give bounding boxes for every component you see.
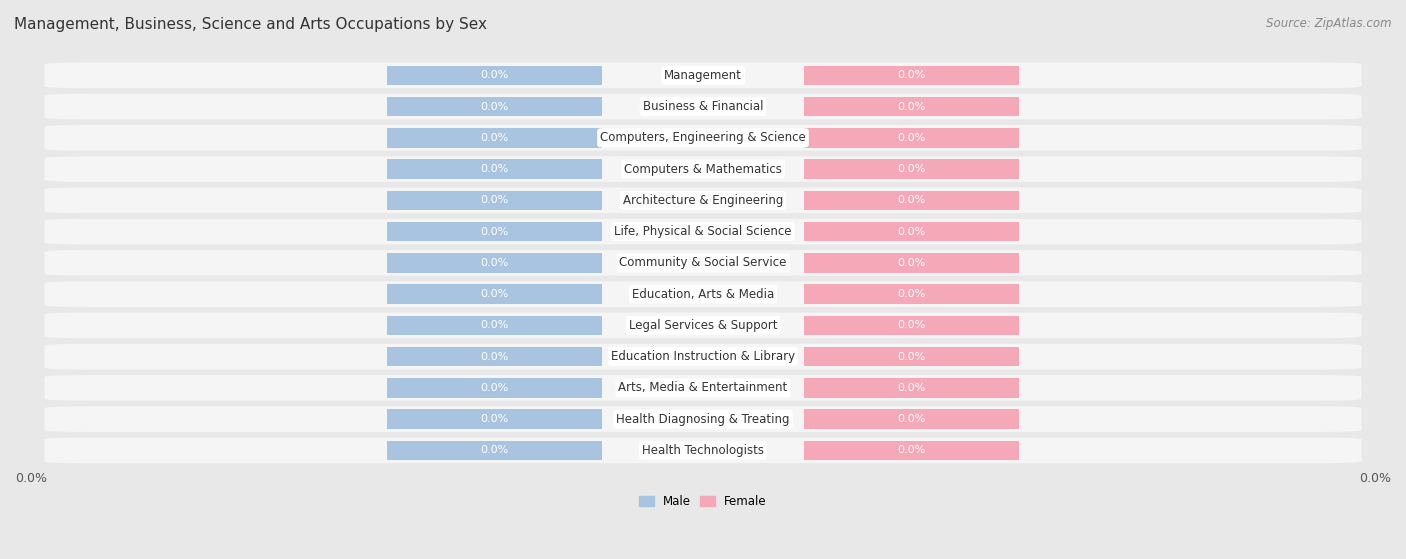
Bar (387, 253, 602, 273)
Text: 0.0%: 0.0% (897, 320, 925, 330)
FancyBboxPatch shape (45, 187, 1361, 213)
Bar (387, 128, 602, 148)
Text: Computers & Mathematics: Computers & Mathematics (624, 163, 782, 176)
Text: 0.0%: 0.0% (897, 133, 925, 143)
Text: 0.0%: 0.0% (481, 102, 509, 112)
Bar (804, 222, 1019, 241)
Bar (387, 191, 602, 210)
FancyBboxPatch shape (45, 375, 1361, 401)
Text: 0.0%: 0.0% (897, 258, 925, 268)
Bar (804, 285, 1019, 304)
Bar (387, 159, 602, 179)
Bar (804, 128, 1019, 148)
Text: 0.0%: 0.0% (481, 414, 509, 424)
Bar (804, 253, 1019, 273)
Legend: Male, Female: Male, Female (634, 490, 772, 513)
Text: 0.0%: 0.0% (481, 195, 509, 205)
Text: 0.0%: 0.0% (481, 164, 509, 174)
Text: 0.0%: 0.0% (481, 446, 509, 456)
Bar (804, 65, 1019, 85)
Text: Computers, Engineering & Science: Computers, Engineering & Science (600, 131, 806, 144)
Text: Community & Social Service: Community & Social Service (619, 257, 787, 269)
FancyBboxPatch shape (45, 125, 1361, 151)
Text: 0.0%: 0.0% (481, 133, 509, 143)
Bar (387, 316, 602, 335)
Text: 0.0%: 0.0% (481, 352, 509, 362)
Text: 0.0%: 0.0% (897, 164, 925, 174)
FancyBboxPatch shape (45, 157, 1361, 182)
Text: Health Technologists: Health Technologists (643, 444, 763, 457)
Text: 0.0%: 0.0% (481, 320, 509, 330)
FancyBboxPatch shape (45, 219, 1361, 244)
Bar (804, 159, 1019, 179)
Bar (804, 409, 1019, 429)
Text: Management: Management (664, 69, 742, 82)
Text: 0.0%: 0.0% (897, 352, 925, 362)
FancyBboxPatch shape (45, 250, 1361, 276)
Bar (804, 97, 1019, 116)
Text: Source: ZipAtlas.com: Source: ZipAtlas.com (1267, 17, 1392, 30)
FancyBboxPatch shape (45, 406, 1361, 432)
Text: 0.0%: 0.0% (481, 70, 509, 80)
Text: Education, Arts & Media: Education, Arts & Media (631, 288, 775, 301)
FancyBboxPatch shape (45, 312, 1361, 338)
Text: 0.0%: 0.0% (897, 226, 925, 236)
Bar (804, 347, 1019, 366)
FancyBboxPatch shape (45, 94, 1361, 120)
Text: Health Diagnosing & Treating: Health Diagnosing & Treating (616, 413, 790, 425)
Text: Business & Financial: Business & Financial (643, 100, 763, 113)
Bar (804, 440, 1019, 460)
Text: 0.0%: 0.0% (897, 289, 925, 299)
Text: 0.0%: 0.0% (897, 70, 925, 80)
Text: Architecture & Engineering: Architecture & Engineering (623, 194, 783, 207)
Bar (387, 222, 602, 241)
Text: 0.0%: 0.0% (481, 258, 509, 268)
Bar (804, 191, 1019, 210)
Text: 0.0%: 0.0% (897, 195, 925, 205)
FancyBboxPatch shape (45, 344, 1361, 369)
Text: Education Instruction & Library: Education Instruction & Library (612, 350, 794, 363)
Text: Arts, Media & Entertainment: Arts, Media & Entertainment (619, 381, 787, 394)
Bar (804, 316, 1019, 335)
Bar (387, 285, 602, 304)
Bar (387, 65, 602, 85)
FancyBboxPatch shape (45, 438, 1361, 463)
Bar (387, 97, 602, 116)
Text: Life, Physical & Social Science: Life, Physical & Social Science (614, 225, 792, 238)
Bar (387, 409, 602, 429)
Text: 0.0%: 0.0% (897, 383, 925, 393)
Text: 0.0%: 0.0% (481, 289, 509, 299)
Bar (387, 378, 602, 397)
Text: 0.0%: 0.0% (481, 383, 509, 393)
Text: 0.0%: 0.0% (481, 226, 509, 236)
Text: Management, Business, Science and Arts Occupations by Sex: Management, Business, Science and Arts O… (14, 17, 486, 32)
Text: Legal Services & Support: Legal Services & Support (628, 319, 778, 332)
Bar (387, 440, 602, 460)
Text: 0.0%: 0.0% (897, 102, 925, 112)
Text: 0.0%: 0.0% (897, 446, 925, 456)
Bar (387, 347, 602, 366)
FancyBboxPatch shape (45, 281, 1361, 307)
Bar (804, 378, 1019, 397)
FancyBboxPatch shape (45, 63, 1361, 88)
Text: 0.0%: 0.0% (897, 414, 925, 424)
